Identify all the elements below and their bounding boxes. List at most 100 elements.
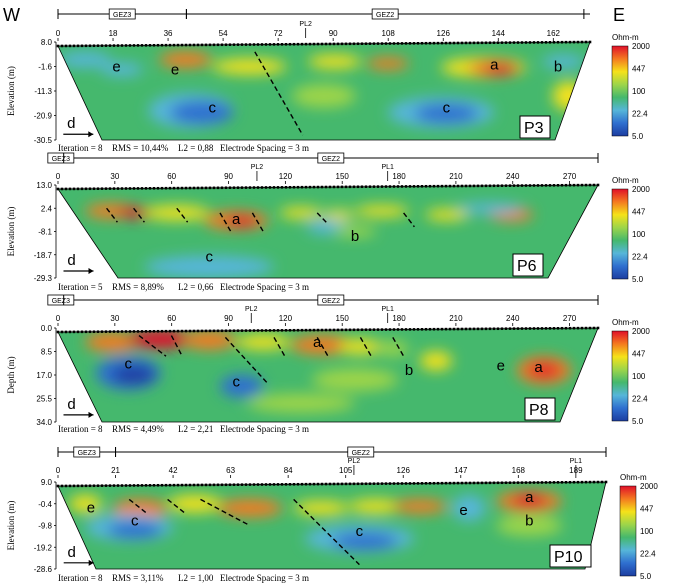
resistivity-anomaly (512, 494, 546, 509)
fault-line (403, 212, 415, 228)
pl-marker-label: PL1 (381, 306, 394, 313)
resistivity-anomaly (144, 205, 210, 221)
zone-label-c: c (209, 100, 217, 117)
segment-label-box (317, 294, 345, 306)
zone-label-c: c (124, 355, 132, 372)
zone-label-b: b (405, 362, 413, 379)
profile-name: P6 (517, 258, 537, 275)
zone-label-a: a (534, 359, 543, 376)
resistivity-anomaly (366, 57, 410, 70)
resistivity-anomaly (452, 495, 486, 522)
fault-line (224, 336, 270, 385)
x-tick-label: 270 (563, 172, 577, 181)
segment-label: GEZ2 (376, 12, 394, 19)
y-tick-label: -0.4 (38, 500, 52, 509)
y-tick-label: 2.4 (41, 204, 53, 213)
x-tick-label: 90 (329, 29, 338, 38)
section-outline (57, 184, 599, 279)
pl-marker-label: PL1 (570, 458, 583, 465)
stat-item: RMS = 8,89% (112, 282, 164, 292)
resistivity-anomaly (552, 81, 585, 111)
legend-tick: 100 (640, 527, 654, 536)
legend-tick: 22.4 (632, 253, 648, 262)
segment-label-box (47, 294, 75, 306)
resistivity-anomaly (457, 202, 523, 214)
zone-label-c: c (232, 373, 240, 390)
x-tick-label: 60 (167, 172, 176, 181)
y-tick-label: -30.5 (34, 136, 53, 145)
x-tick-label: 21 (111, 466, 120, 475)
resistivity-anomaly (159, 51, 213, 68)
x-tick-label: 162 (547, 29, 561, 38)
legend-unit: Ohm-m (612, 176, 639, 185)
x-tick-label: 84 (284, 466, 293, 475)
x-tick-label: 180 (392, 172, 406, 181)
pl-marker-label: PL2 (348, 458, 361, 465)
segment-label-box (317, 152, 345, 164)
resistivity-anomaly (414, 103, 479, 124)
x-tick-label: 0 (56, 314, 61, 323)
x-tick-label: 0 (56, 466, 61, 475)
profile-panel-p3: GEZ3 GEZ2 0 18 36 54 72 90 108 126 144 162 PL2 8.0 -1.… (6, 8, 592, 153)
resistivity-anomaly (100, 62, 144, 77)
y-tick-label: 13.0 (36, 181, 52, 190)
zone-label-c: c (443, 100, 451, 117)
x-tick-label: 42 (169, 466, 178, 475)
stat-item: Iteration = 8 (58, 143, 103, 153)
stat-item: Electrode Spacing = 3 m (220, 282, 309, 292)
y-tick-label: 34.0 (36, 418, 52, 427)
pl-marker-label: PL1 (381, 164, 394, 171)
x-tick-label: 0 (56, 29, 61, 38)
west-label: W (3, 5, 20, 25)
fault-line (170, 335, 183, 357)
resistivity-anomaly (483, 62, 516, 75)
resistivity-anomaly (293, 501, 349, 516)
resistivity-anomaly (496, 515, 563, 536)
segment-label: GEZ2 (352, 450, 370, 457)
resistivity-section (58, 42, 590, 140)
zone-label-a: a (313, 334, 322, 351)
resistivity-anomaly (169, 100, 234, 125)
zone-label-c: c (205, 248, 213, 265)
resistivity-section (58, 328, 598, 422)
profile-name: P10 (554, 549, 583, 566)
stat-item: L2 = 2,21 (178, 424, 213, 434)
section-outline (57, 41, 591, 141)
y-tick-label: -9.8 (38, 522, 52, 531)
resistivity-anomaly (279, 207, 323, 219)
fault-line (176, 207, 189, 223)
y-tick-label: -29.3 (34, 274, 53, 283)
x-tick-label: 126 (397, 466, 411, 475)
fault-line (254, 51, 304, 136)
y-tick-label: -20.9 (34, 112, 53, 121)
stat-item: L2 = 1,00 (178, 573, 214, 583)
legend-tick: 5.0 (632, 275, 644, 284)
y-tick-label: -1.6 (38, 63, 52, 72)
inversion-stats: Iteration = 8 RMS = 3,11% L2 = 1,00 Electro… (58, 573, 309, 583)
legend-unit: Ohm-m (620, 473, 647, 482)
section-outline (57, 481, 607, 570)
resistivity-anomaly (247, 393, 355, 413)
resistivity-anomaly (311, 368, 399, 391)
x-tick-label: 54 (219, 29, 228, 38)
x-tick-label: 120 (279, 314, 293, 323)
legend-tick: 22.4 (640, 550, 656, 559)
zone-label-d: d (67, 396, 75, 413)
zone-label-b: b (351, 228, 359, 245)
zone-label-c: c (131, 513, 139, 530)
legend-tick: 5.0 (632, 132, 644, 141)
resistivity-anomaly (290, 335, 355, 355)
fault-line (200, 498, 251, 527)
x-tick-label: 240 (506, 172, 520, 181)
y-tick-label: 25.5 (36, 395, 52, 404)
x-tick-label: 210 (449, 172, 463, 181)
zone-label-e: e (87, 499, 95, 516)
zone-label-a: a (490, 56, 499, 73)
resistivity-anomaly (220, 375, 264, 398)
east-label: E (613, 5, 625, 25)
fault-line (128, 498, 147, 513)
segment-label: GEZ2 (322, 156, 340, 163)
y-axis-title: Elevation (m) (6, 66, 16, 116)
